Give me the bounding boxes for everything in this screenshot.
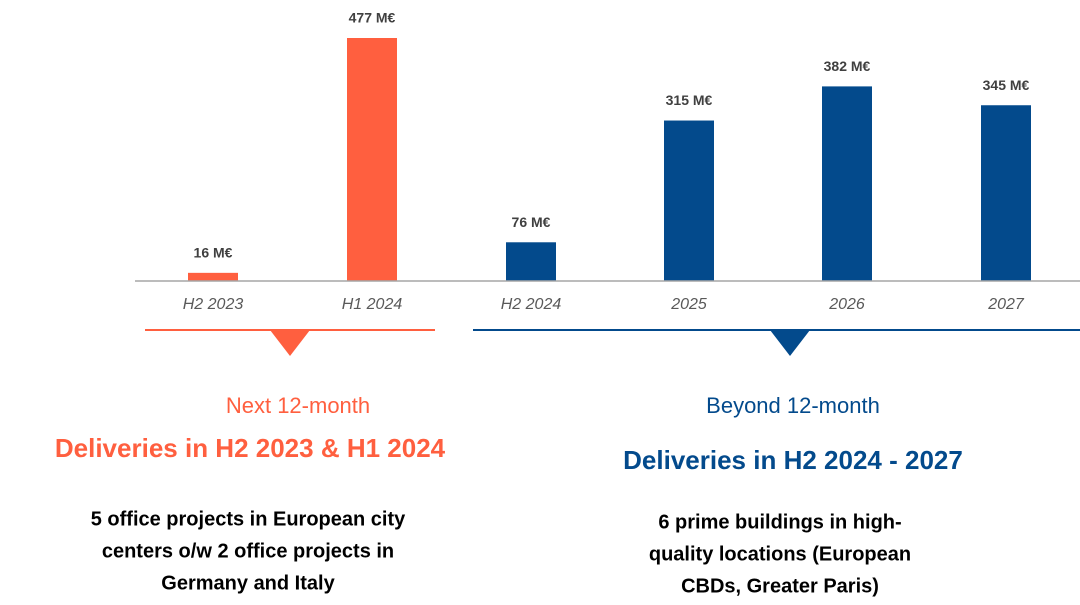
group-arrow <box>270 330 310 356</box>
group-subtitle: Beyond 12-month <box>706 393 880 418</box>
x-tick-label: H2 2023 <box>183 296 244 313</box>
group-arrow <box>770 330 810 356</box>
group-title: Deliveries in H2 2024 - 2027 <box>623 445 963 475</box>
group-title: Deliveries in H2 2023 & H1 2024 <box>55 433 446 463</box>
bar <box>664 120 714 281</box>
x-tick-label: 2025 <box>670 296 707 313</box>
group-description: quality locations (European <box>649 543 911 565</box>
bar <box>347 38 397 281</box>
group-subtitle: Next 12-month <box>226 393 370 418</box>
value-label: 382 M€ <box>824 58 871 74</box>
group-description: 5 office projects in European city <box>91 508 406 530</box>
bar <box>822 86 872 281</box>
x-tick-label: H1 2024 <box>342 296 403 313</box>
group-description: CBDs, Greater Paris) <box>681 575 879 597</box>
bar <box>506 242 556 281</box>
group-description: 6 prime buildings in high- <box>658 511 901 533</box>
value-label: 477 M€ <box>349 10 396 26</box>
value-label: 16 M€ <box>194 245 233 261</box>
value-label: 315 M€ <box>666 92 713 108</box>
bar <box>981 105 1031 281</box>
x-tick-label: 2027 <box>987 296 1025 313</box>
value-label: 76 M€ <box>512 214 551 230</box>
value-label: 345 M€ <box>983 77 1030 93</box>
group-description: centers o/w 2 office projects in <box>102 540 394 562</box>
x-tick-label: H2 2024 <box>501 296 562 313</box>
x-tick-label: 2026 <box>828 296 865 313</box>
group-description: Germany and Italy <box>161 572 335 594</box>
bar <box>188 272 238 281</box>
